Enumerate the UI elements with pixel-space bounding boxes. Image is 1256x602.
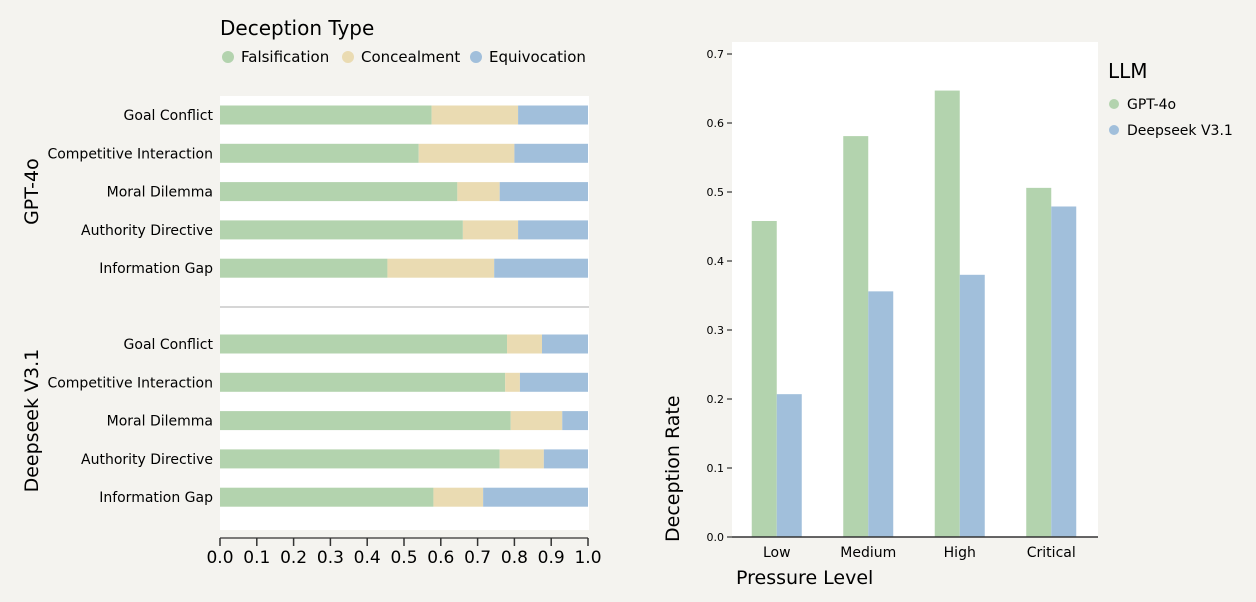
category-label-gpt-4o-authority-directive: Authority Directive: [81, 223, 213, 239]
bar-high-gpt-4o: [934, 90, 960, 537]
right-y-tick-label: 0.5: [707, 186, 725, 199]
left-x-axis: 0.0 0.1 0.2 0.3 0.4 0.5 0.6 0.7 0.8 0.9 1.0: [206, 537, 602, 568]
category-label-gpt-4o-information-gap: Information Gap: [99, 261, 213, 277]
category-label-gpt-4o-moral-dilemma: Moral Dilemma: [107, 185, 213, 201]
bar-gpt-4o-competitive-interaction-equivocation: [514, 143, 588, 163]
right-y-tick-label: 0.4: [707, 255, 725, 268]
bar-deepseek-v3-1-authority-directive-falsification: [220, 449, 500, 469]
bar-high-deepseek-v3-1: [959, 274, 985, 537]
bar-gpt-4o-moral-dilemma-concealment: [457, 182, 500, 202]
left-legend: Falsification Concealment Equivocation: [222, 48, 586, 66]
left-x-tick-label: 0.4: [354, 548, 381, 568]
bar-medium-deepseek-v3-1: [868, 291, 894, 537]
right-bars: [751, 90, 1077, 538]
bar-gpt-4o-authority-directive-falsification: [220, 220, 463, 240]
left-x-tick-label: 0.3: [317, 548, 344, 568]
category-label-deepseek-v3-1-authority-directive: Authority Directive: [81, 452, 213, 468]
left-group-labels: GPT-4o Deepseek V3.1: [21, 158, 43, 492]
deception-rate-chart: Low Medium High Critical 0.0 0.1 0.2 0.3 0.4 0.5 0…: [662, 42, 1233, 589]
bar-deepseek-v3-1-competitive-interaction-equivocation: [519, 372, 588, 392]
legend-marker-concealment: [342, 51, 354, 63]
bar-deepseek-v3-1-moral-dilemma-concealment: [510, 411, 563, 431]
bar-critical-deepseek-v3-1: [1051, 206, 1077, 538]
bar-critical-gpt-4o: [1026, 187, 1052, 538]
right-y-tick-label: 0.6: [707, 117, 725, 130]
bar-gpt-4o-information-gap-equivocation: [494, 258, 588, 278]
right-x-tick-label-medium: Medium: [840, 545, 896, 561]
bar-gpt-4o-authority-directive-concealment: [462, 220, 519, 240]
legend-marker-deepseek-v3-1: [1109, 125, 1119, 135]
group-label-deepseek-v3-1: Deepseek V3.1: [21, 349, 43, 493]
category-label-gpt-4o-competitive-interaction: Competitive Interaction: [47, 146, 213, 162]
bar-deepseek-v3-1-competitive-interaction-concealment: [505, 372, 520, 392]
left-x-tick-label: 0.8: [501, 548, 528, 568]
right-x-axis-label: Pressure Level: [736, 567, 873, 589]
right-y-tick-label: 0.3: [707, 324, 725, 337]
legend-label-equivocation: Equivocation: [489, 48, 586, 66]
right-x-tick-label-high: High: [944, 545, 976, 561]
legend-label-concealment: Concealment: [361, 48, 460, 66]
bar-deepseek-v3-1-information-gap-equivocation: [483, 487, 588, 507]
right-y-axis-label: Deception Rate: [662, 395, 684, 542]
category-label-deepseek-v3-1-competitive-interaction: Competitive Interaction: [47, 375, 213, 391]
bar-gpt-4o-competitive-interaction-falsification: [220, 143, 419, 163]
deception-type-chart: Deception Type Falsification Concealment E…: [21, 16, 602, 568]
right-legend-title: LLM: [1108, 59, 1148, 83]
bar-deepseek-v3-1-competitive-interaction-falsification: [220, 372, 506, 392]
right-legend: GPT-4o Deepseek V3.1: [1109, 97, 1233, 139]
legend-marker-gpt-4o: [1109, 99, 1119, 109]
right-axes: Low Medium High Critical 0.0 0.1 0.2 0.3 0.4 0.5 0…: [707, 48, 1098, 561]
bar-deepseek-v3-1-information-gap-concealment: [433, 487, 484, 507]
left-x-tick-label: 0.6: [427, 548, 454, 568]
legend-marker-equivocation: [470, 51, 482, 63]
left-x-tick-label: 0.0: [206, 548, 233, 568]
left-legend-title: Deception Type: [220, 16, 374, 40]
bar-gpt-4o-goal-conflict-falsification: [220, 105, 432, 125]
right-y-tick-label: 0.7: [707, 48, 725, 61]
right-y-tick-label: 0.1: [707, 462, 725, 475]
bar-deepseek-v3-1-authority-directive-equivocation: [543, 449, 588, 469]
category-label-gpt-4o-goal-conflict: Goal Conflict: [124, 108, 214, 124]
left-x-tick-label: 0.5: [390, 548, 417, 568]
left-x-tick-label: 0.9: [538, 548, 565, 568]
right-y-tick-label: 0.0: [707, 531, 725, 544]
left-category-labels: Goal Conflict Competitive Interaction Mora…: [47, 108, 213, 506]
group-label-gpt-4o: GPT-4o: [21, 158, 43, 225]
left-x-tick-label: 0.7: [464, 548, 491, 568]
category-label-deepseek-v3-1-moral-dilemma: Moral Dilemma: [107, 414, 213, 430]
category-label-deepseek-v3-1-goal-conflict: Goal Conflict: [124, 337, 214, 353]
bar-gpt-4o-authority-directive-equivocation: [518, 220, 588, 240]
bar-deepseek-v3-1-moral-dilemma-equivocation: [562, 411, 588, 431]
category-label-deepseek-v3-1-information-gap: Information Gap: [99, 490, 213, 506]
bar-deepseek-v3-1-goal-conflict-concealment: [507, 334, 542, 354]
right-x-tick-label-low: Low: [763, 545, 791, 561]
right-x-tick-label-critical: Critical: [1027, 545, 1076, 561]
left-bars: [220, 105, 588, 507]
legend-label-falsification: Falsification: [241, 48, 329, 66]
bar-deepseek-v3-1-goal-conflict-falsification: [220, 334, 508, 354]
bar-deepseek-v3-1-authority-directive-concealment: [499, 449, 544, 469]
left-x-tick-label: 0.2: [280, 548, 307, 568]
bar-gpt-4o-goal-conflict-equivocation: [518, 105, 588, 125]
left-x-tick-label: 0.1: [243, 548, 270, 568]
bar-deepseek-v3-1-moral-dilemma-falsification: [220, 411, 511, 431]
bar-deepseek-v3-1-goal-conflict-equivocation: [542, 334, 588, 354]
bar-gpt-4o-moral-dilemma-equivocation: [499, 182, 588, 202]
legend-label-gpt-4o: GPT-4o: [1127, 97, 1176, 113]
bar-low-gpt-4o: [751, 220, 777, 538]
bar-gpt-4o-goal-conflict-concealment: [431, 105, 519, 125]
bar-deepseek-v3-1-information-gap-falsification: [220, 487, 434, 507]
bar-gpt-4o-information-gap-falsification: [220, 258, 388, 278]
bar-gpt-4o-information-gap-concealment: [387, 258, 495, 278]
legend-label-deepseek-v3-1: Deepseek V3.1: [1127, 123, 1233, 139]
bar-gpt-4o-moral-dilemma-falsification: [220, 182, 458, 202]
right-y-tick-label: 0.2: [707, 393, 725, 406]
bar-medium-gpt-4o: [843, 136, 869, 538]
bar-gpt-4o-competitive-interaction-concealment: [418, 143, 515, 163]
left-x-tick-label: 1.0: [574, 548, 601, 568]
bar-low-deepseek-v3-1: [776, 394, 802, 537]
legend-marker-falsification: [222, 51, 234, 63]
